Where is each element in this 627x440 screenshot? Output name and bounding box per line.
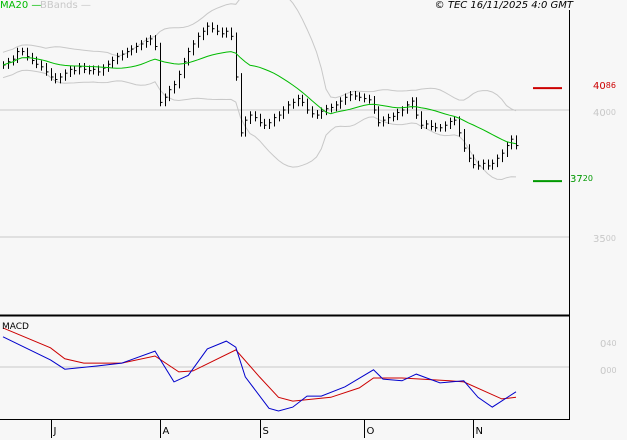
bband-upper bbox=[2, 0, 517, 112]
legend-bbands-label: BBands bbox=[40, 0, 78, 11]
x-tick-label: A bbox=[162, 426, 170, 437]
tick-label-35: 3500 bbox=[593, 234, 616, 245]
macd-tick-040: 040 bbox=[600, 339, 617, 350]
x-tick-label: S bbox=[262, 426, 269, 437]
legend-ma20-label: MA20 bbox=[0, 0, 29, 11]
legend-ma20: MA20 — bbox=[0, 0, 42, 11]
macd-label: MACD bbox=[2, 322, 29, 332]
tick-label-40: 4000 bbox=[593, 108, 616, 119]
support-label: 3720 bbox=[570, 174, 593, 185]
resistance-label: 4086 bbox=[593, 81, 616, 92]
x-tick-label: J bbox=[53, 426, 57, 437]
x-tick-label: N bbox=[475, 426, 483, 437]
macd-signal-line bbox=[2, 327, 517, 402]
copyright: © TEC 16/11/2025 4:0 GMT bbox=[434, 0, 573, 11]
bband-lower bbox=[2, 69, 517, 181]
legend-bbands: BBands — bbox=[40, 0, 91, 11]
ma20-line bbox=[2, 51, 517, 145]
macd-tick-000: 000 bbox=[600, 366, 617, 377]
x-tick-label: O bbox=[366, 426, 375, 437]
macd-line bbox=[2, 336, 517, 412]
